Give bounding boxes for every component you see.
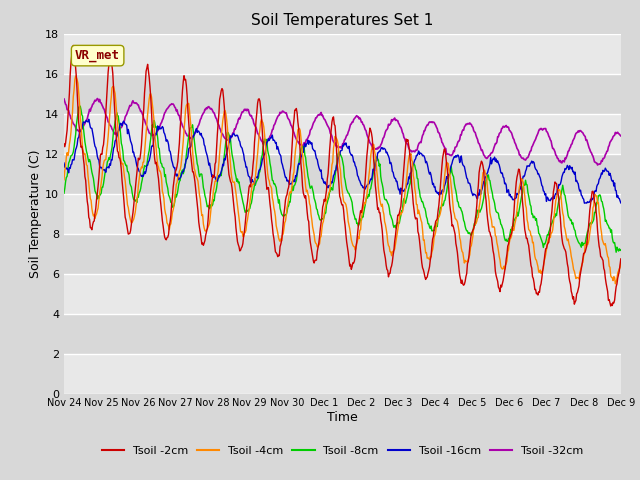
Text: VR_met: VR_met (75, 49, 120, 62)
Bar (64, 34, 621, 73)
Bar (64, 73, 621, 114)
Title: Soil Temperatures Set 1: Soil Temperatures Set 1 (252, 13, 433, 28)
Bar (64, 354, 621, 394)
Bar (64, 274, 621, 313)
X-axis label: Time: Time (327, 411, 358, 424)
Bar (64, 234, 621, 274)
Bar (64, 313, 621, 354)
Bar (64, 114, 621, 154)
Y-axis label: Soil Temperature (C): Soil Temperature (C) (29, 149, 42, 278)
Bar (64, 154, 621, 193)
Bar (64, 193, 621, 234)
Legend: Tsoil -2cm, Tsoil -4cm, Tsoil -8cm, Tsoil -16cm, Tsoil -32cm: Tsoil -2cm, Tsoil -4cm, Tsoil -8cm, Tsoi… (97, 441, 588, 460)
